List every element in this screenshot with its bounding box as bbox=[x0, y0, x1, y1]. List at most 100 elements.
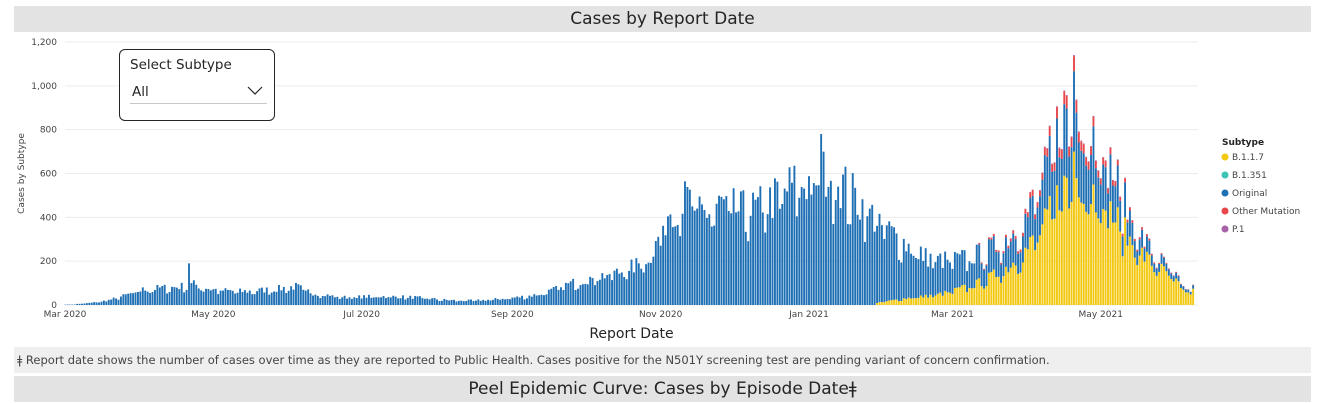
bar-original bbox=[280, 290, 282, 305]
bar-original bbox=[538, 295, 540, 305]
bar-original bbox=[353, 297, 355, 305]
x-tick-label: Mar 2021 bbox=[931, 310, 974, 320]
bar-p1 bbox=[1085, 157, 1087, 158]
bar-other-mutation bbox=[1119, 197, 1121, 201]
bar-original bbox=[93, 302, 95, 305]
bar-b117 bbox=[976, 280, 978, 305]
bar-original bbox=[363, 295, 365, 305]
bar-original bbox=[368, 295, 370, 305]
bar-p1 bbox=[1075, 99, 1077, 100]
bar-original bbox=[1151, 255, 1153, 265]
bar-b117 bbox=[961, 285, 963, 305]
bar-b117 bbox=[893, 300, 895, 305]
bar-original bbox=[854, 188, 856, 305]
bar-original bbox=[572, 279, 574, 305]
bar-original bbox=[507, 299, 509, 305]
bar-original bbox=[1124, 182, 1126, 217]
bar-original bbox=[159, 287, 161, 305]
bar-original bbox=[611, 280, 613, 305]
bar-original bbox=[1122, 236, 1124, 256]
bar-b117 bbox=[900, 301, 902, 305]
bar-original bbox=[322, 296, 324, 305]
bar-original bbox=[655, 241, 657, 305]
bar-b117 bbox=[1020, 273, 1022, 305]
bar-b117 bbox=[883, 302, 885, 305]
bar-b117 bbox=[1017, 274, 1019, 305]
bar-other-mutation bbox=[1068, 147, 1070, 157]
x-tick-label: May 2020 bbox=[191, 310, 236, 320]
bar-b117 bbox=[939, 293, 941, 305]
bar-b117 bbox=[879, 302, 881, 305]
bar-original bbox=[380, 297, 382, 305]
subtype-dropdown[interactable]: All bbox=[130, 80, 267, 104]
bar-original bbox=[1073, 71, 1075, 151]
bar-b117 bbox=[1075, 178, 1077, 305]
bar-b117 bbox=[905, 299, 907, 305]
bar-original bbox=[781, 204, 783, 305]
bar-p1 bbox=[1061, 149, 1063, 150]
bar-original bbox=[149, 293, 151, 305]
bar-original bbox=[866, 216, 868, 305]
bar-original bbox=[373, 297, 375, 305]
bar-b117 bbox=[951, 294, 953, 305]
bar-original bbox=[759, 186, 761, 305]
bar-original bbox=[757, 197, 759, 305]
bar-original bbox=[575, 290, 577, 305]
bar-original bbox=[1071, 147, 1073, 202]
bar-b117 bbox=[944, 291, 946, 305]
bar-original bbox=[930, 254, 932, 295]
bar-original bbox=[297, 284, 299, 305]
bar-original bbox=[1100, 185, 1102, 223]
bar-original bbox=[217, 294, 219, 305]
bar-original bbox=[993, 236, 995, 269]
bar-original bbox=[621, 272, 623, 305]
bar-original bbox=[215, 289, 217, 305]
bar-original bbox=[222, 291, 224, 305]
bar-original bbox=[312, 296, 314, 305]
bar-original bbox=[310, 293, 312, 305]
bar-original bbox=[684, 181, 686, 305]
bar-original bbox=[1146, 236, 1148, 251]
bar-original bbox=[317, 296, 319, 305]
bar-b117 bbox=[1063, 176, 1065, 305]
bar-other-mutation bbox=[1165, 263, 1167, 264]
bar-other-mutation bbox=[1134, 239, 1136, 241]
bar-b117 bbox=[927, 298, 929, 305]
bar-b117 bbox=[1010, 268, 1012, 305]
bar-original bbox=[769, 187, 771, 305]
bar-b117 bbox=[1187, 292, 1189, 305]
bar-other-mutation bbox=[1105, 161, 1107, 167]
bar-original bbox=[271, 293, 273, 305]
bar-original bbox=[492, 300, 494, 305]
y-tick-label: 1,000 bbox=[31, 82, 57, 92]
bar-original bbox=[706, 218, 708, 305]
bar-original bbox=[1168, 269, 1170, 275]
subtype-slicer: Select Subtype All bbox=[119, 49, 275, 121]
bar-original bbox=[1017, 254, 1019, 274]
bar-original bbox=[1007, 248, 1009, 272]
bar-other-mutation bbox=[1127, 220, 1129, 223]
bar-original bbox=[302, 290, 304, 305]
bar-original bbox=[881, 225, 883, 302]
bar-original bbox=[521, 296, 523, 305]
bar-b117 bbox=[1037, 243, 1039, 305]
bar-original bbox=[431, 298, 433, 305]
bar-p1 bbox=[1068, 146, 1070, 147]
bar-original bbox=[225, 288, 227, 305]
bar-original bbox=[669, 214, 671, 305]
bar-original bbox=[1056, 118, 1058, 185]
bar-b117 bbox=[1178, 281, 1180, 305]
bar-other-mutation bbox=[986, 264, 988, 265]
bar-original bbox=[990, 240, 992, 273]
bar-b117 bbox=[1039, 235, 1041, 305]
bar-b117 bbox=[1097, 218, 1099, 305]
bar-b117 bbox=[920, 295, 922, 305]
bar-other-mutation bbox=[1146, 234, 1148, 236]
bar-original bbox=[886, 225, 888, 301]
bar-original bbox=[725, 196, 727, 305]
bar-original bbox=[949, 262, 951, 292]
bar-original bbox=[178, 289, 180, 305]
bar-original bbox=[550, 289, 552, 305]
bar-original bbox=[166, 293, 168, 305]
